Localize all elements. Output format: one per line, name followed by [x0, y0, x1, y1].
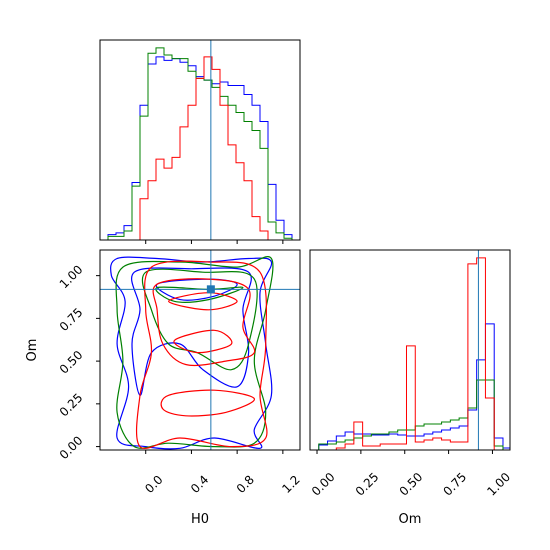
x-tick-label: 0.4	[188, 473, 211, 496]
truth-marker	[206, 285, 215, 294]
y-tick-label: 0.00	[57, 433, 86, 462]
y-tick-label: 0.25	[57, 391, 86, 420]
contour-red-level-4	[173, 329, 233, 354]
x-tick-label: 0.0	[142, 473, 165, 496]
histogram-step-blue	[100, 56, 300, 241]
x-axis-label-om: Om	[399, 512, 422, 527]
histogram-h0-panel	[99, 39, 301, 244]
contour-green-level-0	[115, 256, 274, 449]
contour-blue-level-1	[131, 267, 252, 396]
contour-red-level-0	[135, 260, 268, 449]
histogram-step-green	[100, 47, 300, 241]
y-axis-label-om: Om	[25, 339, 40, 362]
contour-red-level-1	[152, 278, 256, 367]
x-axis-label-h0: H0	[191, 512, 209, 527]
x-tick-label: 0.25	[353, 470, 382, 499]
histogram-step-blue	[310, 323, 511, 451]
contour-frame	[99, 249, 301, 451]
contour-red-level-2	[160, 389, 255, 417]
y-tick-label: 0.50	[57, 348, 86, 377]
contour-blue-level-0	[110, 256, 273, 450]
x-tick-label: 1.2	[279, 473, 302, 496]
contour-red-level-3	[167, 292, 238, 311]
histogram-step-red	[100, 56, 300, 241]
histogram-h0-frame	[99, 39, 301, 241]
contour-green-level-1	[141, 268, 258, 371]
x-tick-label: 0.00	[309, 470, 338, 499]
y-tick-label: 1.00	[57, 262, 86, 291]
histogram-om-panel: 0.00 0.25 0.50 0.75 1.00 Om	[309, 249, 513, 527]
x-tick-label: 0.8	[234, 473, 257, 496]
x-tick-label: 1.00	[484, 470, 513, 499]
y-tick-label: 0.75	[57, 305, 86, 334]
x-tick-label: 0.50	[397, 470, 426, 499]
histogram-step-red	[310, 257, 510, 451]
contour-lines	[110, 256, 274, 450]
contour-h0-om-panel: 0.0 0.4 0.8 1.2 0.00 0.25 0.50 0.75 1.00 H0 Om	[25, 249, 303, 527]
histogram-om-frame	[309, 249, 511, 451]
histogram-step-green	[310, 379, 510, 451]
x-tick-label: 0.75	[440, 470, 469, 499]
